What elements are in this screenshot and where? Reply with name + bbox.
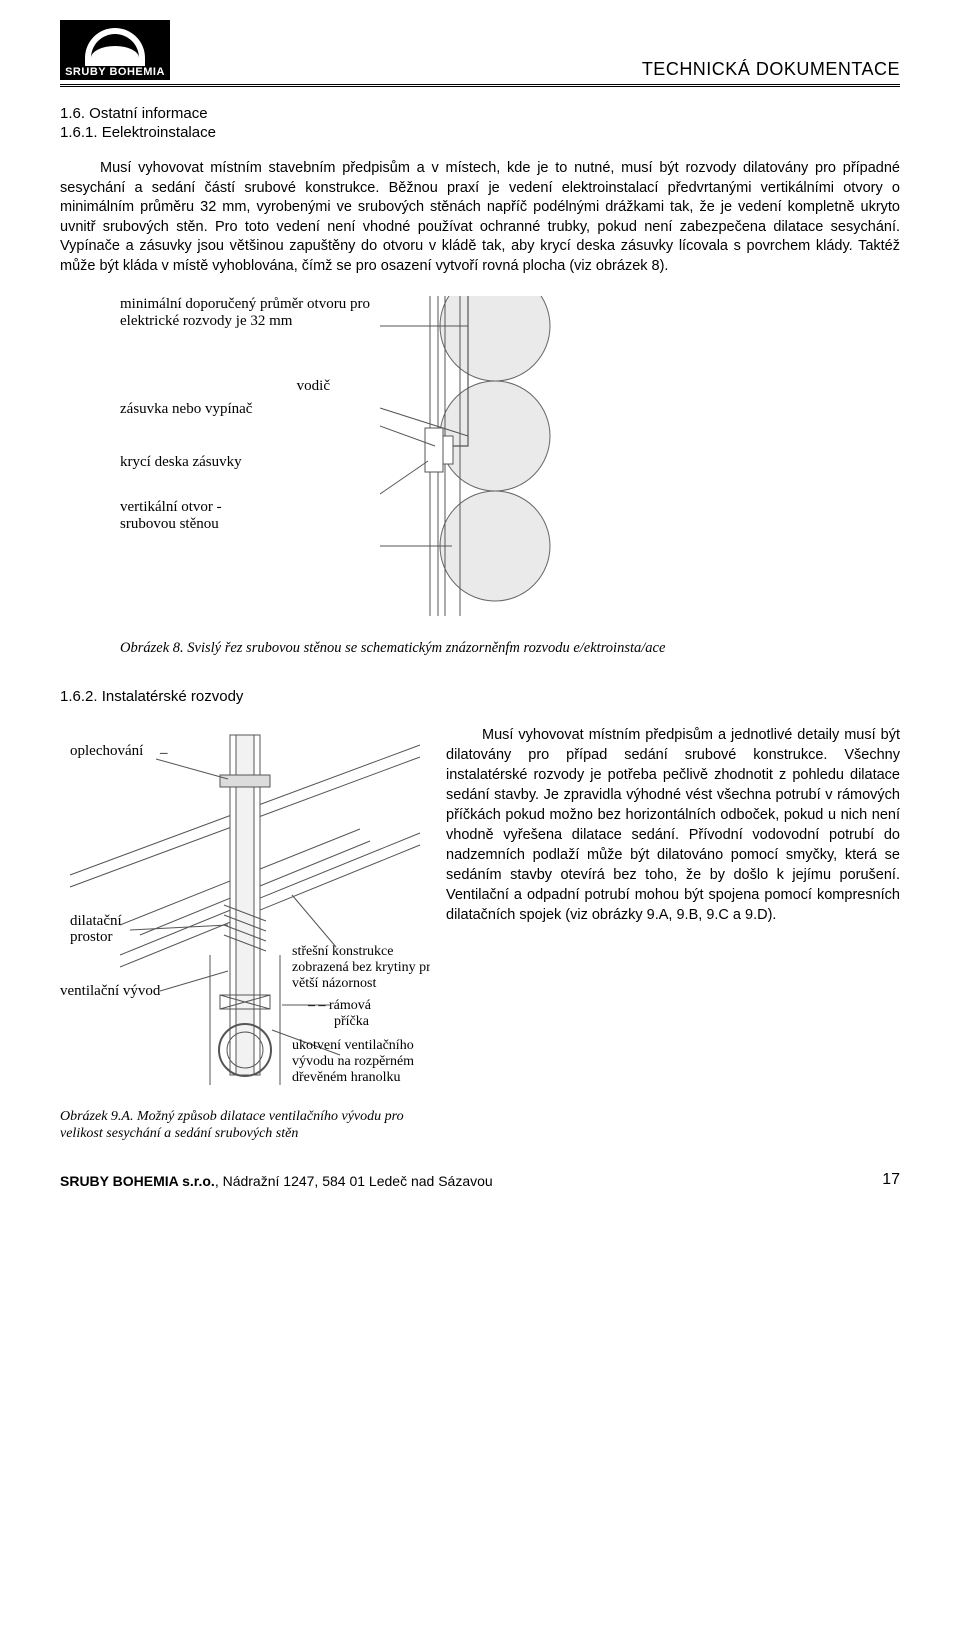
footer-company: SRUBY BOHEMIA s.r.o. (60, 1173, 215, 1189)
figure-9a: oplechování – dilatační prostor ventilač… (60, 725, 430, 1143)
paragraph-1: Musí vyhovovat místním stavebním předpis… (60, 159, 900, 276)
logo-text: SRUBY BOHEMIA (65, 66, 165, 78)
fig8-label-deska: krycí deska zásuvky (120, 454, 380, 471)
footer-left: SRUBY BOHEMIA s.r.o., Nádražní 1247, 584… (60, 1173, 493, 1189)
svg-text:střešní konstrukce: střešní konstrukce (292, 944, 393, 959)
section-1.6.1-heading: 1.6.1. Eelektroinstalace (60, 124, 900, 141)
footer: SRUBY BOHEMIA s.r.o., Nádražní 1247, 584… (60, 1171, 900, 1189)
header: SRUBY BOHEMIA TECHNICKÁ DOKUMENTACE (60, 20, 900, 80)
svg-text:zobrazená bez krytiny pro: zobrazená bez krytiny pro (292, 960, 430, 975)
doc-title: TECHNICKÁ DOKUMENTACE (642, 59, 900, 80)
figure-9a-caption: Obrázek 9.A. Možný způsob dilatace venti… (60, 1108, 430, 1143)
divider (60, 86, 900, 87)
svg-text:vývodu na rozpěrném: vývodu na rozpěrném (292, 1054, 414, 1069)
fig8-label-otvor: vertikální otvor - srubovou stěnou (120, 499, 380, 533)
svg-text:ukotvení ventilačního: ukotvení ventilačního (292, 1038, 414, 1053)
figure-8: minimální doporučený průměr otvoru pro e… (120, 296, 680, 657)
figure-8-labels: minimální doporučený průměr otvoru pro e… (120, 296, 380, 539)
svg-text:příčka: příčka (334, 1014, 370, 1029)
fig8-label-zasuvka: zásuvka nebo vypínač (120, 401, 380, 418)
paragraph-1-text: Musí vyhovovat místním stavebním předpis… (60, 160, 900, 274)
paragraph-2: Musí vyhovovat místním předpisům a jedno… (446, 725, 900, 925)
svg-text:ventilační vývod: ventilační vývod (60, 983, 161, 999)
divider (60, 84, 900, 85)
figure-8-caption: Obrázek 8. Svislý řez srubovou stěnou se… (120, 639, 680, 657)
svg-text:dilatační: dilatační (70, 913, 122, 929)
svg-text:– – rámová: – – rámová (307, 998, 372, 1013)
section-1.6-heading: 1.6. Ostatní informace (60, 105, 900, 122)
logo: SRUBY BOHEMIA (60, 20, 170, 80)
page-number: 17 (882, 1171, 900, 1189)
svg-text:dřevěném hranolku: dřevěném hranolku (292, 1070, 400, 1085)
paragraph-2-text: Musí vyhovovat místním předpisům a jedno… (446, 727, 900, 923)
svg-text:prostor: prostor (70, 929, 113, 945)
fig9-label-oplechovani: oplechování (70, 743, 143, 759)
footer-address: , Nádražní 1247, 584 01 Ledeč nad Sázavo… (215, 1173, 493, 1189)
svg-text:větší názornost: větší názornost (292, 976, 376, 991)
figure-8-drawing (380, 296, 680, 621)
fig8-label-diameter: minimální doporučený průměr otvoru pro e… (120, 296, 380, 330)
fig8-label-vodic: vodič (120, 378, 380, 395)
logo-arc-icon (85, 28, 145, 66)
section-1.6.2-heading: 1.6.2. Instalatérské rozvody (60, 688, 900, 705)
svg-text:–: – (159, 745, 168, 761)
